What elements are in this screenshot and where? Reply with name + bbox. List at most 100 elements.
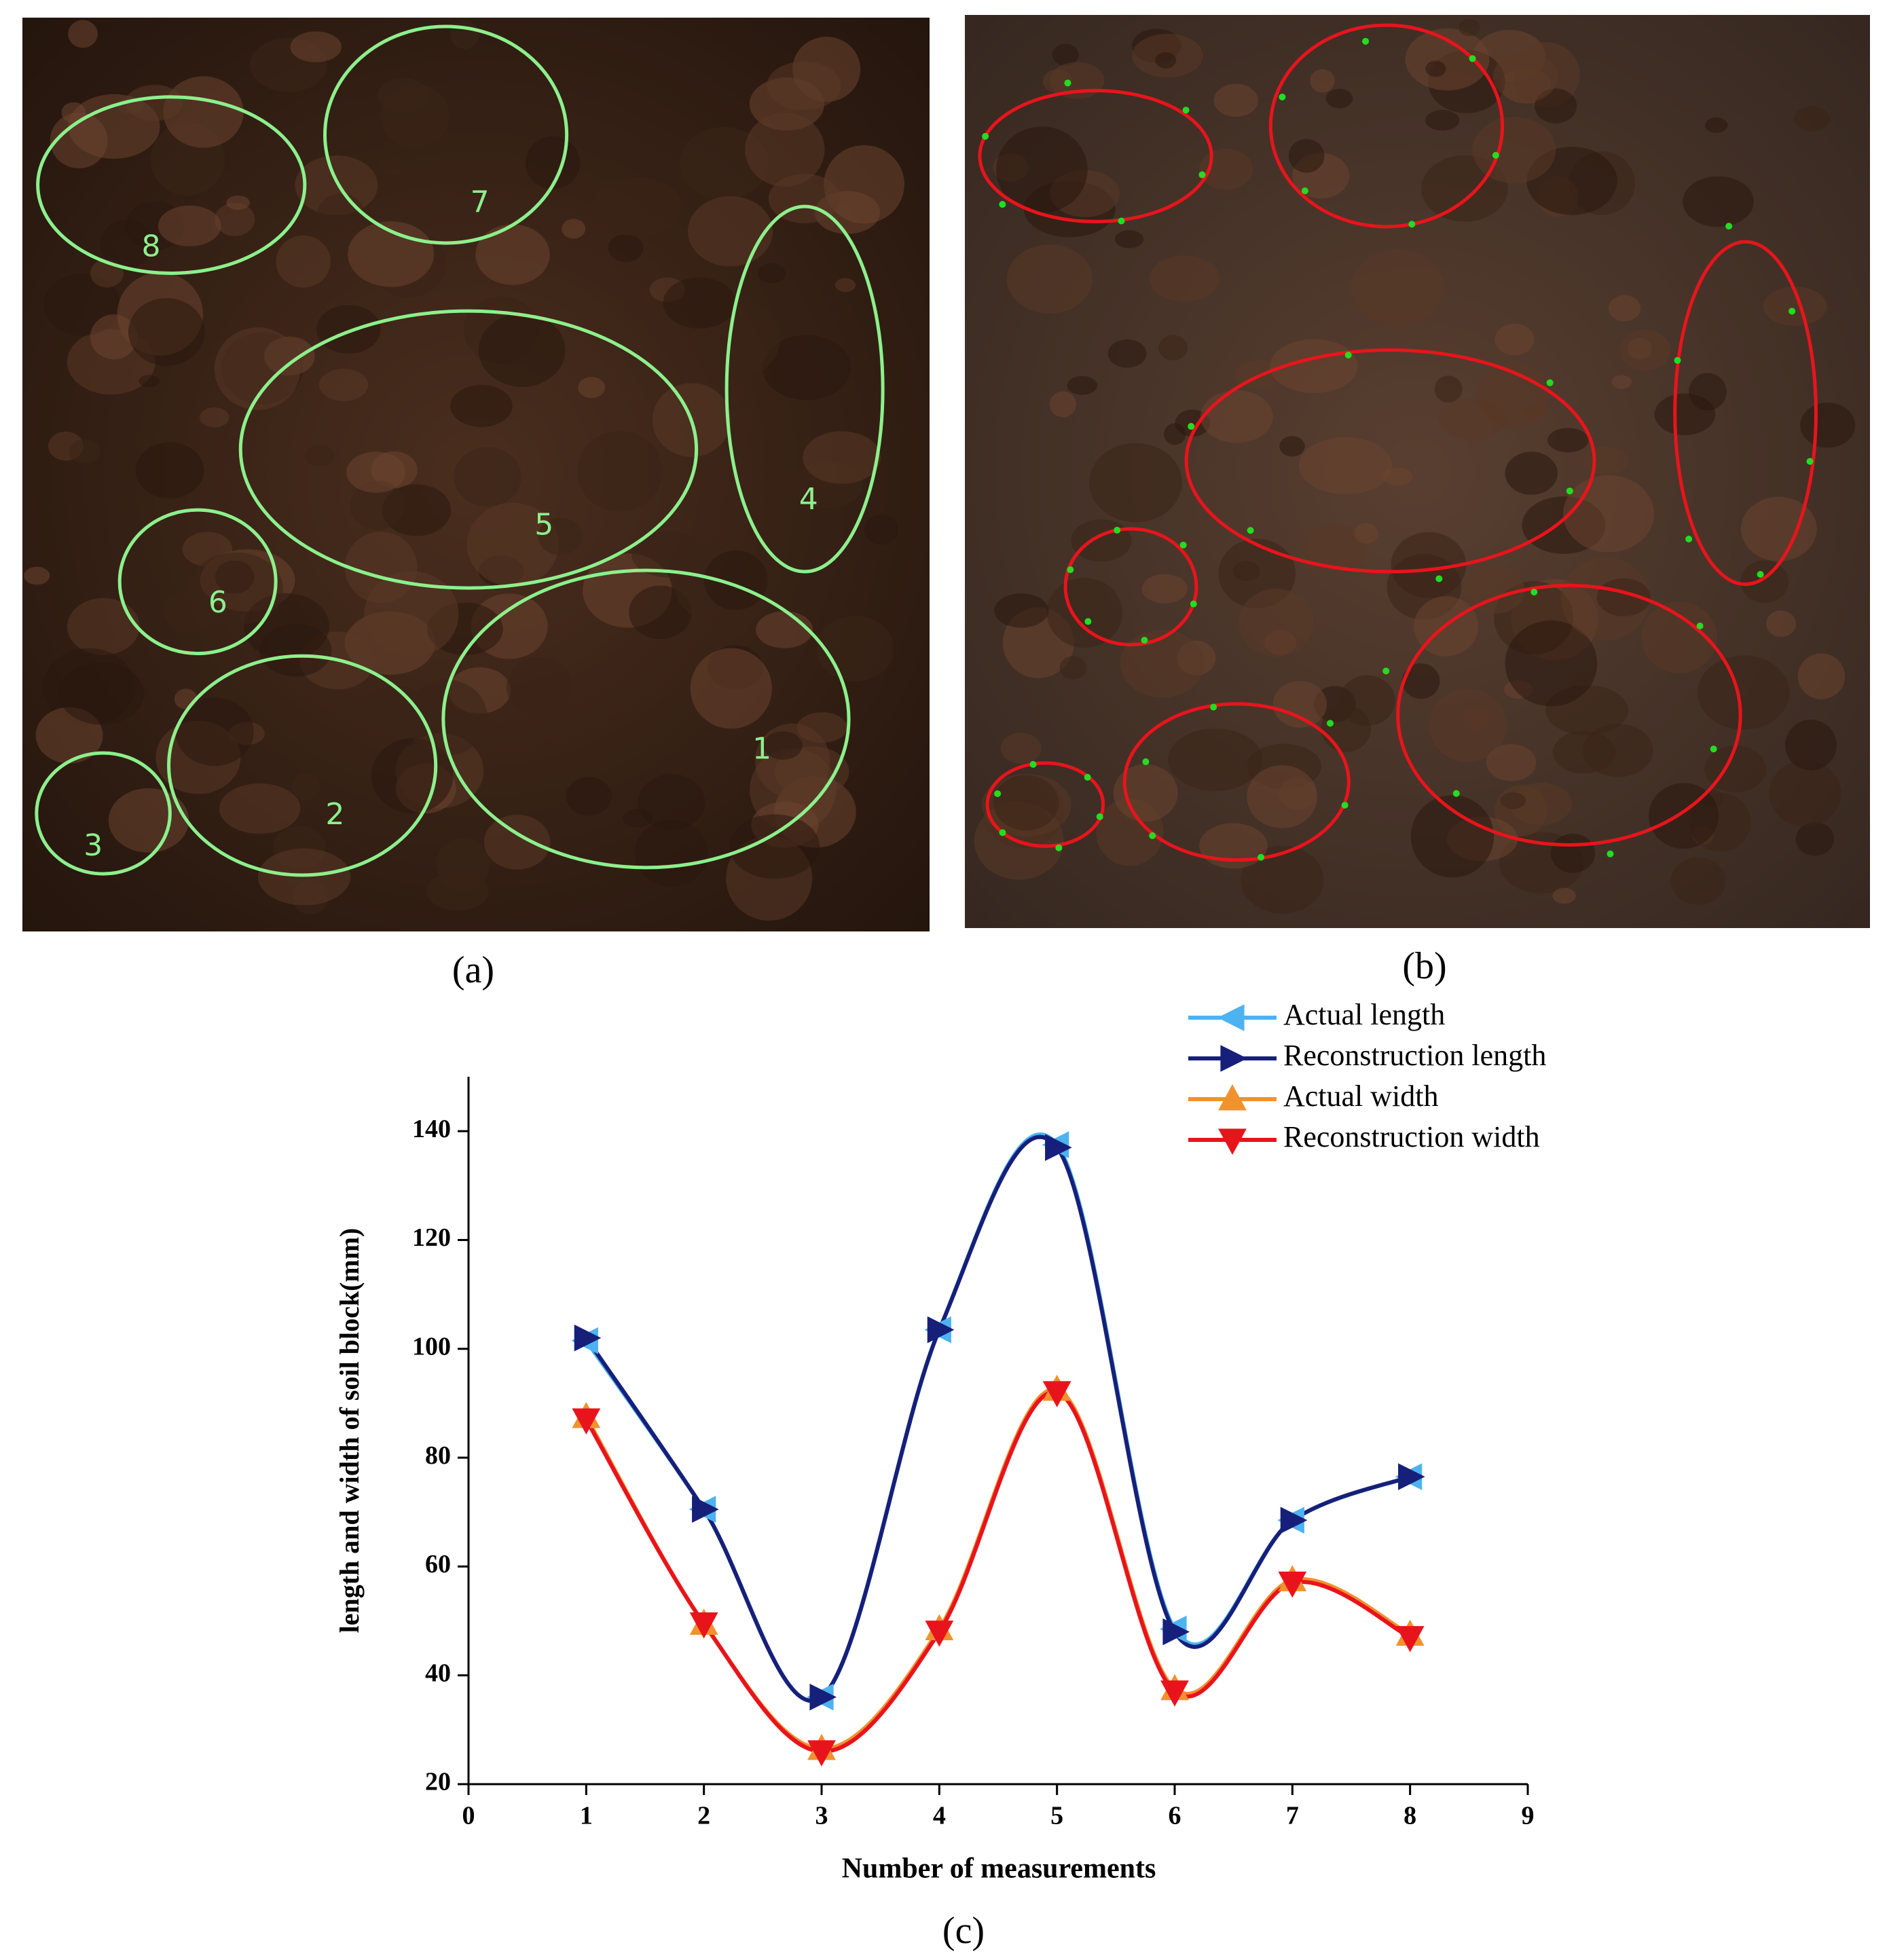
soil-clod [1200, 390, 1273, 443]
soil-clod [483, 815, 551, 870]
soil-clod [466, 502, 559, 587]
x-axis-title: Number of measurements [842, 1853, 1156, 1885]
soil-clod [100, 219, 152, 270]
soil-clod [259, 624, 332, 677]
edge-point [1084, 773, 1091, 781]
edge-point [1435, 575, 1443, 583]
soil-clod [1052, 43, 1079, 66]
soil-clod [1114, 230, 1144, 248]
y-tick-label: 20 [425, 1768, 451, 1796]
soil-clod [566, 777, 612, 816]
soil-clod [703, 550, 768, 610]
soil-clod [1494, 323, 1535, 356]
soil-clod [525, 136, 581, 189]
block-number: 5 [534, 507, 553, 542]
point-marker [927, 1316, 955, 1344]
edge-point [1210, 703, 1217, 711]
soil-clod [1120, 629, 1205, 698]
block-ellipse [117, 508, 278, 656]
soil-clod [1794, 106, 1831, 132]
soil-clod [215, 202, 255, 236]
soil-clod [1486, 744, 1537, 781]
soil-clod [993, 775, 1059, 831]
edge-point [1258, 853, 1265, 861]
soil-clod [219, 783, 301, 834]
soil-clod [200, 407, 230, 428]
soil-clod [188, 552, 283, 626]
edge-point [1546, 379, 1554, 386]
block-number: 2 [325, 797, 344, 832]
soil-clod [1800, 403, 1856, 448]
series-line [584, 1387, 1412, 1751]
soil-clod [1563, 475, 1655, 553]
soil-clod [344, 532, 418, 604]
soil-clod [1472, 116, 1556, 184]
point-marker [1398, 1463, 1425, 1490]
edge-point [1142, 758, 1150, 766]
soil-clod [1298, 437, 1393, 495]
edge-point [1408, 221, 1416, 228]
x-tick-label: 6 [1169, 1802, 1181, 1830]
edge-point [1789, 308, 1796, 315]
soil-clod [688, 196, 773, 267]
soil-clod [1310, 69, 1335, 93]
y-tick-label: 60 [425, 1550, 451, 1578]
soil-clod [1763, 286, 1827, 326]
soil-clod [1325, 88, 1353, 109]
soil-clod [1321, 705, 1372, 752]
edge-point [1055, 844, 1063, 851]
x-tick-label: 4 [933, 1802, 946, 1830]
soil-clod [1704, 745, 1766, 793]
soil-clod [1089, 443, 1182, 523]
soil-clod [67, 597, 140, 655]
soil-clod [475, 224, 550, 285]
soil-clod [1158, 335, 1188, 360]
soil-clod [824, 145, 904, 224]
soil-clod [1611, 375, 1632, 389]
fitted-ellipse [1673, 240, 1818, 587]
edge-point [999, 829, 1006, 836]
soil-clod [638, 774, 705, 830]
soil-clod [1795, 821, 1834, 856]
soil-clod [175, 697, 254, 766]
block-ellipse [441, 568, 851, 870]
soil-clod [276, 235, 331, 288]
soil-clod [214, 327, 301, 410]
edge-point [999, 201, 1006, 208]
soil-clod [304, 445, 335, 467]
legend-label: Actual length [1283, 998, 1445, 1031]
y-axis-title: length and width of soil block(mm) [334, 1228, 365, 1633]
soil-clod [763, 731, 803, 760]
soil-clod [631, 530, 705, 578]
soil-clod [1547, 428, 1589, 453]
soil-clod [803, 431, 881, 484]
edge-point [1326, 720, 1334, 727]
soil-clod [318, 369, 369, 401]
edge-point [1096, 813, 1103, 820]
block-number: 7 [471, 185, 490, 219]
edge-point [1188, 423, 1195, 430]
soil-clod [1272, 681, 1327, 728]
y-tick-label: 120 [412, 1223, 451, 1252]
soil-clod [1405, 29, 1490, 91]
legend-marker [1218, 1084, 1247, 1111]
soil-clod [1552, 887, 1576, 904]
soil-clod [1492, 52, 1558, 103]
point-marker [689, 1612, 718, 1639]
edge-point [1341, 802, 1349, 809]
soil-clod [864, 515, 899, 545]
soil-clod [1535, 88, 1577, 124]
soil-clod [1550, 833, 1596, 873]
soil-clod [1059, 656, 1086, 680]
block-ellipse [725, 204, 885, 574]
soil-clod [1288, 138, 1325, 173]
soil-clod [350, 480, 405, 530]
block-ellipse [167, 654, 438, 877]
y-tick-label: 100 [412, 1332, 451, 1361]
soil-clod [994, 593, 1049, 628]
soil-clod [1505, 620, 1598, 707]
soil-clod [1429, 688, 1507, 762]
soil-clod [1354, 523, 1378, 544]
soil-clod [58, 662, 145, 725]
soil-clod [108, 788, 189, 853]
